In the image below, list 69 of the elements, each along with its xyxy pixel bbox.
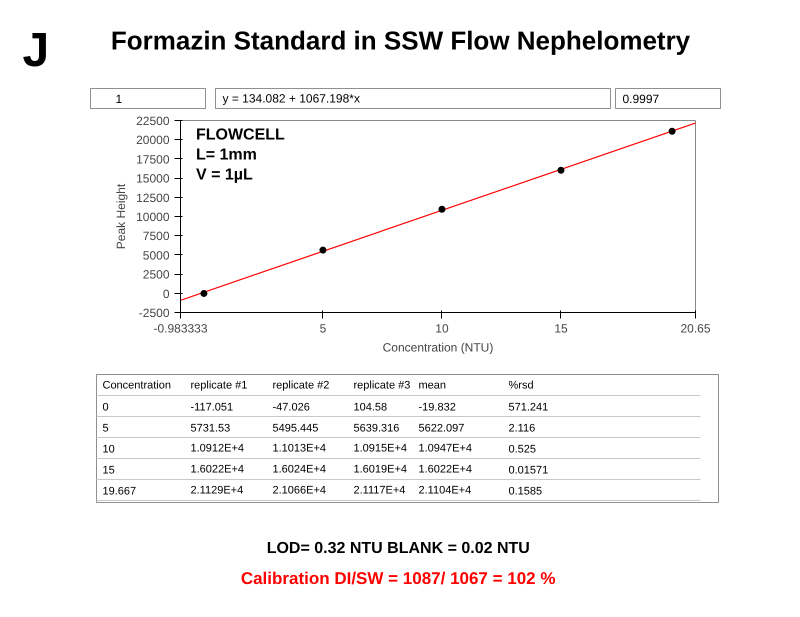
text: 1.0947E+4 — [418, 442, 472, 454]
y-tick-label: 15000 — [136, 172, 170, 186]
y-tick-label: 20000 — [136, 133, 170, 148]
text: 5 — [102, 422, 109, 434]
annotation: FLOWCELL — [196, 126, 286, 144]
y-tick-label: 10000 — [136, 210, 170, 224]
text: 0.01571 — [508, 464, 548, 476]
text: 1.6019E+4 — [354, 464, 408, 476]
text: replicate #2 — [272, 380, 330, 392]
text: 2.1129E+4 — [190, 484, 244, 496]
text: J — [22, 24, 50, 77]
text: -117.051 — [190, 402, 234, 414]
text: 10 — [102, 444, 115, 456]
text: LOD= 0.32 NTU BLANK = 0.02 NTU — [266, 540, 530, 557]
x-tick-label: 10 — [435, 322, 449, 336]
annotation: V = 1µL — [196, 166, 253, 184]
text: 2.116 — [508, 422, 536, 434]
text: 19.667 — [102, 486, 136, 498]
annotation: L= 1mm — [196, 146, 257, 164]
x-tick-label: 5 — [320, 322, 327, 336]
x-tick-label: 15 — [554, 322, 568, 336]
text: -47.026 — [272, 402, 310, 414]
y-tick-label: 22500 — [136, 114, 170, 128]
text: -19.832 — [418, 402, 456, 414]
text: 2.1104E+4 — [418, 484, 472, 496]
point — [200, 290, 208, 297]
point — [319, 246, 326, 254]
x-axis-title: Concentration (NTU) — [382, 340, 494, 354]
text: 1 — [116, 92, 122, 106]
text: %rsd — [508, 380, 534, 392]
text: 15 — [102, 464, 115, 476]
text: 0.1585 — [508, 486, 542, 498]
y-tick-label: -2500 — [138, 306, 170, 320]
point — [557, 166, 564, 174]
point — [668, 128, 676, 135]
text: 0.525 — [508, 444, 536, 456]
y-tick-label: 5000 — [142, 248, 170, 262]
y-tick-label: 7500 — [142, 229, 170, 244]
y-tick-label: 17500 — [136, 152, 170, 166]
text: 0.9997 — [622, 92, 660, 106]
text: 1.6024E+4 — [272, 464, 326, 476]
text: 5495.445 — [272, 422, 318, 434]
text: 5622.097 — [418, 422, 464, 434]
y-axis-title: Peak Height — [114, 183, 128, 250]
text: 1.1013E+4 — [272, 442, 326, 454]
y-tick-label: 0 — [162, 286, 170, 301]
y-tick-label: 12500 — [136, 190, 170, 205]
x-tick-label: -0.983333 — [153, 322, 208, 336]
text: 1.0915E+4 — [354, 442, 408, 454]
text: y = 134.082 + 1067.198*x — [222, 92, 360, 106]
point — [438, 206, 446, 213]
text: 2.1066E+4 — [272, 484, 326, 496]
text: replicate #3 — [354, 380, 410, 392]
text: replicate #1 — [190, 380, 248, 392]
chart-title: Formazin Standard in SSW Flow Nephelometry — [110, 26, 691, 56]
text: mean — [418, 380, 446, 392]
text: 2.1117E+4 — [354, 484, 406, 496]
text: 5731.53 — [190, 422, 230, 434]
text: Concentration — [102, 380, 171, 392]
text: 1.6022E+4 — [418, 464, 472, 476]
text: 5639.316 — [354, 422, 400, 434]
text: 104.58 — [354, 402, 388, 414]
text: Calibration DI/SW = 1087/ 1067 = 102 % — [240, 569, 556, 588]
text: 0 — [102, 402, 109, 414]
y-tick-label: 2500 — [142, 268, 170, 282]
text: 1.0912E+4 — [190, 442, 244, 454]
text: 571.241 — [508, 402, 548, 414]
x-tick-label: 20.65 — [680, 322, 711, 336]
text: 1.6022E+4 — [190, 464, 244, 476]
